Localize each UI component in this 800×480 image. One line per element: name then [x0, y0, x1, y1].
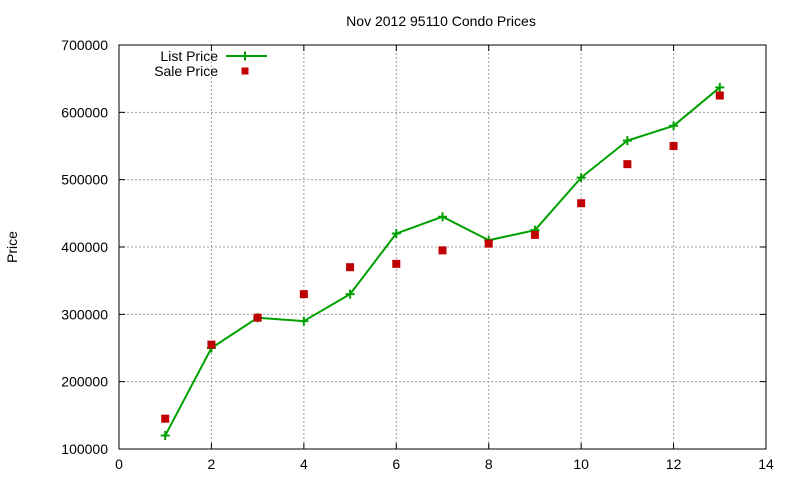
series	[160, 82, 725, 441]
x-tick-label: 0	[115, 456, 123, 472]
list-price-point	[438, 212, 447, 222]
legend: List Price Sale Price	[154, 48, 267, 79]
list-price-point	[669, 121, 679, 131]
y-tick-label: 300000	[61, 306, 108, 322]
list-price-point	[391, 229, 401, 239]
sale-price-point	[577, 199, 586, 208]
sale-price-point	[392, 259, 401, 268]
sale-price-point	[623, 160, 632, 169]
sale-price-point	[346, 263, 355, 272]
legend-label-sale-price: Sale Price	[154, 63, 218, 79]
list-price-point	[576, 173, 586, 183]
y-tick-label: 600000	[61, 104, 108, 120]
y-tick-label: 400000	[61, 239, 108, 255]
list-price-point	[715, 82, 725, 92]
axes: 0 2 4 6 8 10 12 14 100000 200000 300000 400000 50000…	[61, 37, 774, 472]
x-tick-label: 14	[758, 456, 774, 472]
x-tick-label: 10	[573, 456, 589, 472]
y-tick-label: 700000	[61, 37, 108, 53]
sale-price-point	[161, 414, 170, 423]
y-tick-label: 500000	[61, 172, 108, 188]
sale-price-point	[438, 246, 447, 255]
list-price-point	[160, 431, 170, 441]
list-price-line	[164, 86, 721, 437]
sale-price-point	[207, 340, 216, 349]
chart-title: Nov 2012 95110 Condo Prices	[346, 13, 536, 29]
legend-marker-list-price	[240, 51, 250, 61]
legend-label-list-price: List Price	[160, 48, 218, 64]
sale-price-point	[484, 239, 493, 248]
y-tick-label: 200000	[61, 374, 108, 390]
sale-price-point	[715, 91, 724, 100]
sale-price-point	[669, 142, 678, 150]
sale-price-point	[530, 230, 539, 239]
x-tick-label: 4	[300, 456, 308, 472]
x-tick-label: 6	[392, 456, 400, 472]
list-price-point	[299, 316, 309, 326]
y-tick-label: 100000	[61, 441, 108, 457]
x-tick-label: 12	[666, 456, 682, 472]
y-axis-label: Price	[4, 231, 20, 263]
legend-marker-sale-price	[241, 67, 249, 75]
x-tick-label: 2	[208, 456, 216, 472]
list-price-point	[345, 289, 355, 299]
x-tick-label: 8	[485, 456, 493, 472]
sale-price-point	[299, 290, 308, 299]
sale-price-point	[253, 313, 262, 322]
list-price-point	[622, 136, 632, 146]
